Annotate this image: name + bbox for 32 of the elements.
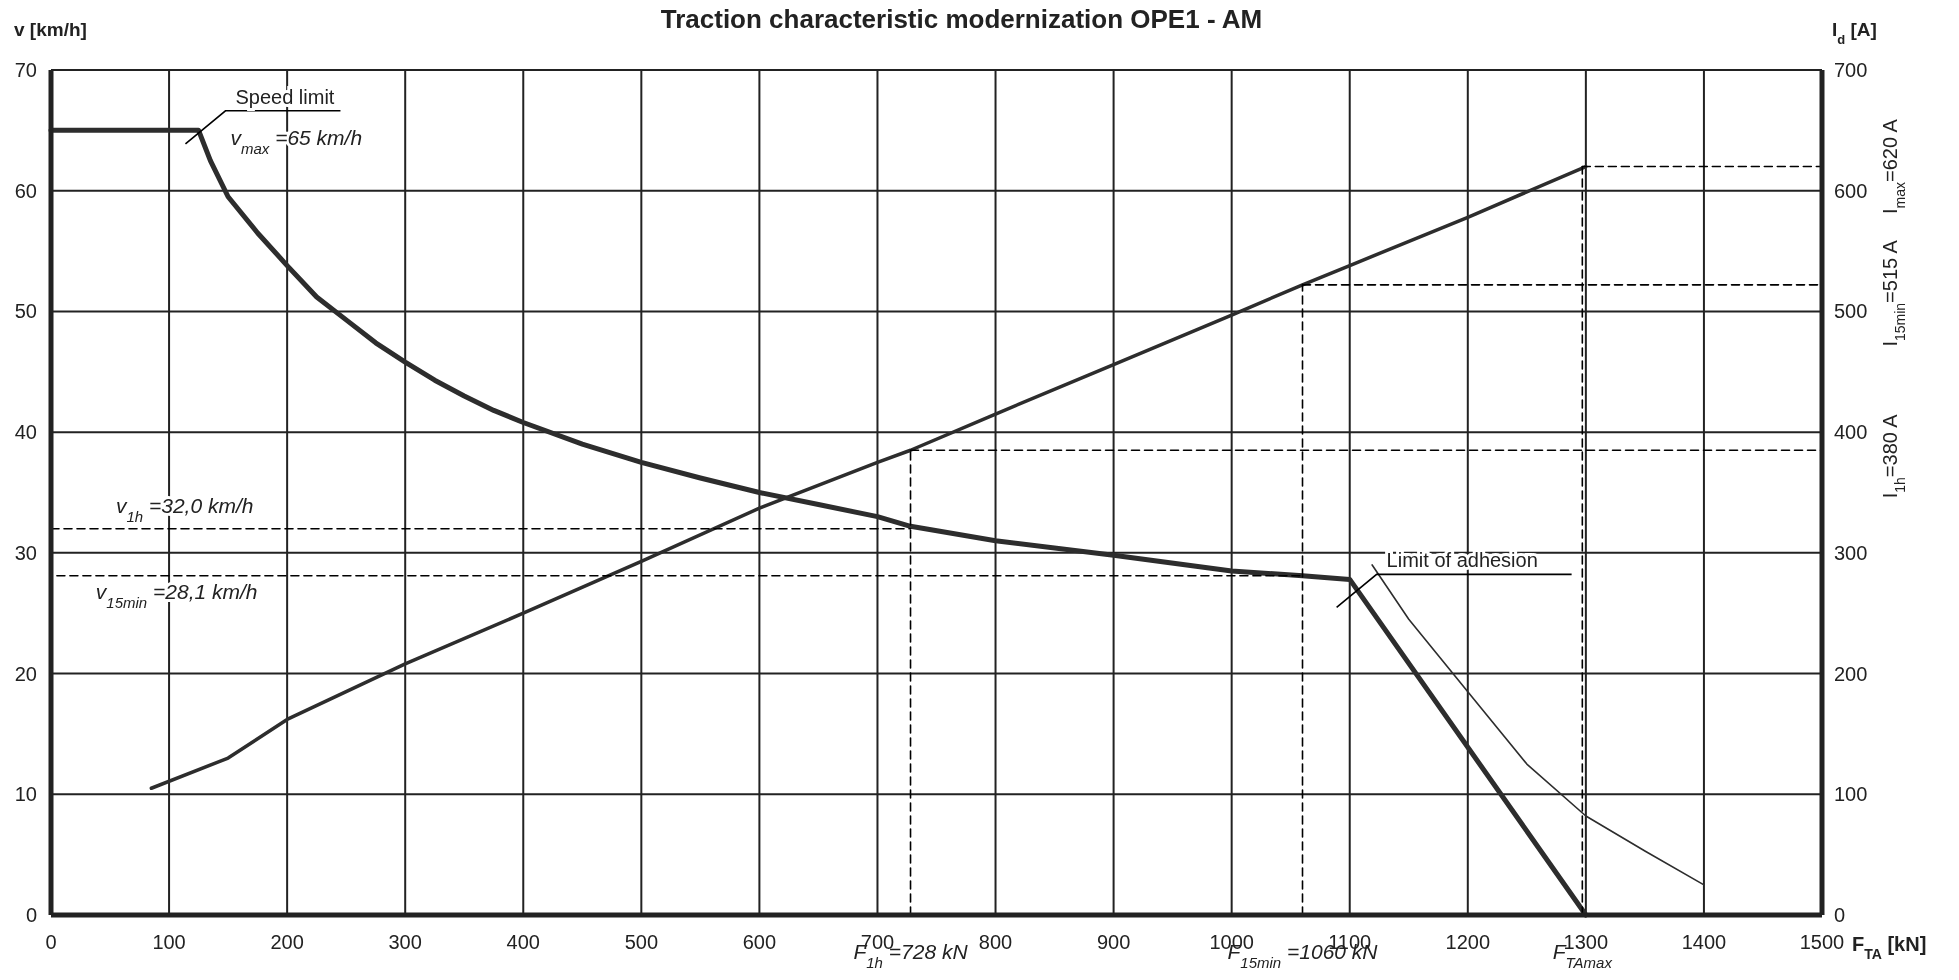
x-tick-label: 800	[978, 931, 1013, 953]
x-tick-label: 600	[742, 931, 777, 953]
y2-tick-label: 700	[1834, 59, 1868, 81]
y2-tick-label: 0	[1834, 904, 1846, 926]
x-tick-label: 200	[270, 931, 304, 953]
y-tick-label: 20	[14, 662, 37, 685]
x-tick-label: 900	[1096, 931, 1131, 953]
y-tick-label: 50	[14, 300, 37, 323]
x-tick-label: 0	[45, 931, 57, 953]
y2-axis-title: I$_{d}$ [A]	[1832, 19, 1877, 47]
x-tick-label: 300	[388, 931, 422, 953]
chart-title: Traction characteristic modernization OPE1 - AM	[660, 4, 1263, 34]
y-tick-label: 60	[14, 179, 37, 202]
y2-tick-label: 300	[1834, 541, 1868, 564]
y-tick-label: 10	[14, 783, 37, 806]
x-axis-title: F$_{TA}$ [kN]	[1852, 933, 1927, 962]
y2-tick-label: 100	[1834, 783, 1868, 806]
y-tick-label: 40	[14, 421, 37, 444]
x-tick-label: 400	[506, 931, 540, 953]
y2-tick-label: 600	[1834, 179, 1868, 202]
y-axis-title: v [km/h]	[14, 19, 87, 40]
x-tick-label: 1200	[1445, 931, 1491, 953]
x-tick-label: 100	[152, 931, 186, 953]
x-tick-label: 500	[624, 931, 659, 953]
y-tick-label: 70	[14, 59, 37, 81]
y2-tick-label: 500	[1834, 300, 1868, 323]
y2-tick-label: 200	[1834, 662, 1868, 685]
y2-tick-label: 400	[1834, 421, 1868, 444]
x-tick-label: 1500	[1799, 931, 1845, 953]
x-tick-label: 1400	[1681, 931, 1727, 953]
y-tick-label: 30	[14, 541, 37, 564]
y-tick-label: 0	[25, 904, 37, 926]
